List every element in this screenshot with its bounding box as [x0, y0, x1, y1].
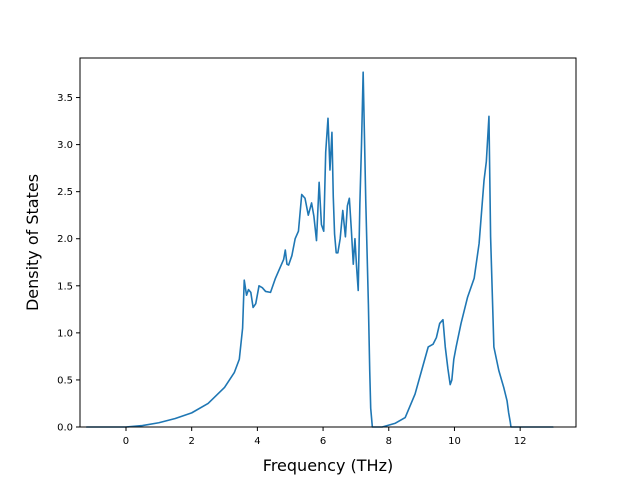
y-tick-label: 3.0	[57, 140, 73, 151]
axes-frame	[79, 57, 577, 428]
x-axis-label: Frequency (THz)	[263, 456, 393, 475]
x-tick-label: 6	[320, 436, 326, 447]
x-axis-ticks: 0 2 4 6 8 10 12	[123, 427, 527, 447]
x-tick-label: 10	[448, 436, 461, 447]
x-tick-label: 4	[254, 436, 260, 447]
y-tick-label: 0.0	[57, 423, 73, 434]
dos-series-line	[85, 71, 554, 428]
y-axis-ticks: 0.0 0.5 1.0 1.5 2.0 2.5 3.0 3.5	[57, 93, 80, 434]
x-tick-label: 12	[514, 436, 527, 447]
y-tick-label: 3.5	[57, 93, 73, 104]
y-tick-label: 2.5	[57, 187, 73, 198]
y-tick-label: 2.0	[57, 234, 73, 245]
x-tick-label: 0	[123, 436, 129, 447]
plot-area	[85, 71, 554, 428]
x-tick-label: 2	[188, 436, 194, 447]
y-axis-label: Density of States	[23, 174, 42, 311]
y-tick-label: 0.5	[57, 375, 73, 386]
x-tick-label: 8	[386, 436, 392, 447]
y-tick-label: 1.0	[57, 328, 73, 339]
y-tick-label: 1.5	[57, 281, 73, 292]
